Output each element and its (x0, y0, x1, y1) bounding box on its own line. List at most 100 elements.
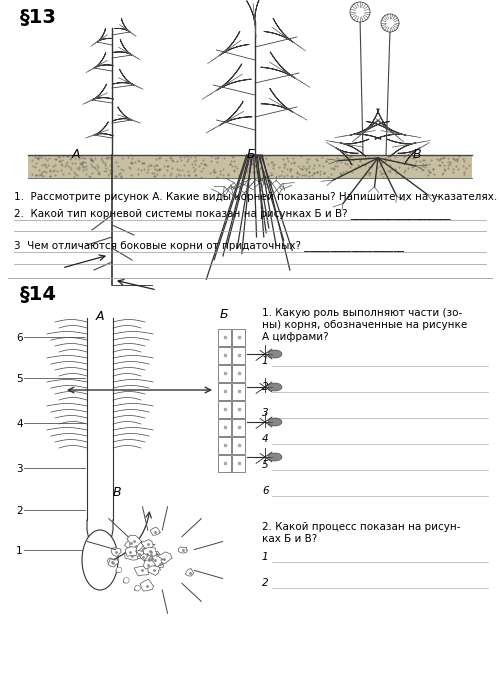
Bar (232, 437, 245, 454)
Polygon shape (112, 39, 132, 55)
Bar (218, 419, 231, 436)
Bar (218, 347, 231, 364)
Polygon shape (246, 0, 259, 25)
Bar (232, 365, 245, 382)
Polygon shape (148, 566, 160, 575)
Text: B: B (113, 486, 122, 499)
Ellipse shape (82, 530, 118, 590)
Text: 2. Какой процесс показан на рисун-: 2. Какой процесс показан на рисун- (262, 522, 460, 532)
Polygon shape (141, 539, 155, 550)
Polygon shape (366, 109, 393, 133)
Polygon shape (398, 148, 420, 165)
Polygon shape (264, 18, 293, 42)
Circle shape (116, 567, 122, 573)
Polygon shape (144, 553, 160, 562)
Polygon shape (150, 527, 160, 535)
Bar (232, 401, 245, 418)
Polygon shape (92, 84, 114, 100)
Text: 3  Чем отличаются боковые корни от придаточных? ___________________: 3 Чем отличаются боковые корни от придат… (14, 240, 404, 251)
Polygon shape (112, 69, 134, 85)
Text: 3: 3 (262, 408, 268, 418)
Bar (28, 155, 472, 178)
Text: 2: 2 (16, 506, 22, 516)
Polygon shape (148, 555, 156, 562)
Polygon shape (111, 548, 121, 557)
Polygon shape (126, 547, 137, 556)
Polygon shape (220, 31, 249, 55)
Text: А цифрами?: А цифрами? (262, 332, 328, 342)
Text: 4: 4 (16, 419, 22, 429)
Polygon shape (336, 148, 358, 165)
Bar (232, 329, 245, 346)
Text: Б: Б (220, 308, 228, 321)
Polygon shape (144, 554, 153, 565)
Circle shape (134, 587, 138, 590)
Polygon shape (97, 28, 113, 42)
Circle shape (116, 570, 118, 573)
Circle shape (350, 2, 370, 22)
Bar (218, 365, 231, 382)
Polygon shape (125, 551, 140, 560)
Circle shape (123, 580, 126, 583)
Circle shape (116, 568, 120, 573)
Circle shape (124, 577, 129, 583)
Text: 4: 4 (262, 434, 268, 444)
Bar (218, 437, 231, 454)
Polygon shape (260, 52, 295, 78)
Polygon shape (268, 350, 282, 358)
Polygon shape (155, 552, 172, 564)
Text: A: A (72, 148, 80, 161)
Polygon shape (114, 18, 130, 32)
Polygon shape (94, 122, 114, 136)
Polygon shape (134, 551, 144, 559)
Text: ках Б и В?: ках Б и В? (262, 534, 318, 544)
Text: §14: §14 (20, 285, 57, 304)
Polygon shape (108, 559, 118, 567)
Polygon shape (140, 579, 154, 591)
Bar (218, 401, 231, 418)
Polygon shape (130, 541, 143, 551)
Circle shape (134, 586, 140, 591)
Polygon shape (127, 535, 142, 548)
Polygon shape (186, 568, 194, 576)
Polygon shape (144, 551, 158, 560)
Text: 6: 6 (262, 486, 268, 496)
Polygon shape (268, 453, 282, 461)
Polygon shape (387, 139, 416, 156)
Text: 2: 2 (262, 382, 268, 392)
Text: Б: Б (247, 148, 256, 161)
Bar (232, 419, 245, 436)
Text: 6: 6 (16, 333, 22, 343)
Polygon shape (146, 548, 154, 555)
Polygon shape (268, 383, 282, 391)
Polygon shape (144, 548, 156, 557)
Polygon shape (124, 538, 137, 548)
Bar (232, 455, 245, 472)
Bar (218, 383, 231, 400)
Text: B: B (413, 148, 422, 161)
Bar (232, 347, 245, 364)
Text: A: A (96, 310, 104, 323)
Polygon shape (350, 121, 381, 139)
Text: §13: §13 (20, 8, 57, 27)
Bar (232, 383, 245, 400)
Polygon shape (340, 139, 369, 156)
Polygon shape (375, 121, 406, 139)
Polygon shape (144, 559, 156, 569)
Text: 2: 2 (262, 578, 268, 588)
Polygon shape (140, 548, 152, 558)
Text: 3: 3 (16, 464, 22, 474)
Bar (218, 329, 231, 346)
Circle shape (124, 579, 128, 583)
Polygon shape (152, 551, 161, 558)
Polygon shape (150, 554, 164, 566)
Polygon shape (261, 88, 293, 112)
Text: 1.  Рассмотрите рисунок А. Какие виды корней показаны? Напишите их на указателях: 1. Рассмотрите рисунок А. Какие виды кор… (14, 192, 497, 202)
Polygon shape (144, 557, 154, 564)
Text: 1: 1 (262, 356, 268, 366)
Polygon shape (134, 566, 151, 576)
Circle shape (134, 588, 136, 590)
Text: 2.  Какой тип корневой системы показан на рисунках Б и В? ___________________: 2. Какой тип корневой системы показан на… (14, 208, 450, 219)
Circle shape (381, 14, 399, 32)
Polygon shape (108, 558, 118, 565)
